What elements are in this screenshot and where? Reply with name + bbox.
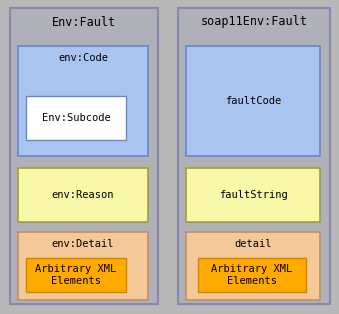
Text: env:Reason: env:Reason [52,190,114,200]
Text: Arbitrary XML
Elements: Arbitrary XML Elements [35,264,117,286]
Bar [26,258,126,292]
Text: Env:Subcode: Env:Subcode [42,113,111,123]
Text: detail: detail [234,239,272,249]
Text: faultString: faultString [219,190,287,200]
Bar [198,258,306,292]
Bar [10,8,158,304]
Bar [26,96,126,140]
Text: env:Detail: env:Detail [52,239,114,249]
Text: faultCode: faultCode [225,96,281,106]
Bar [18,232,148,300]
Text: Arbitrary XML
Elements: Arbitrary XML Elements [212,264,293,286]
Bar [18,46,148,156]
Text: Env:Fault: Env:Fault [52,15,116,29]
Text: soap11Env:Fault: soap11Env:Fault [201,15,307,29]
Text: env:Code: env:Code [58,53,108,63]
Bar [186,46,320,156]
Bar [186,168,320,222]
Bar [178,8,330,304]
Bar [18,168,148,222]
Bar [186,232,320,300]
